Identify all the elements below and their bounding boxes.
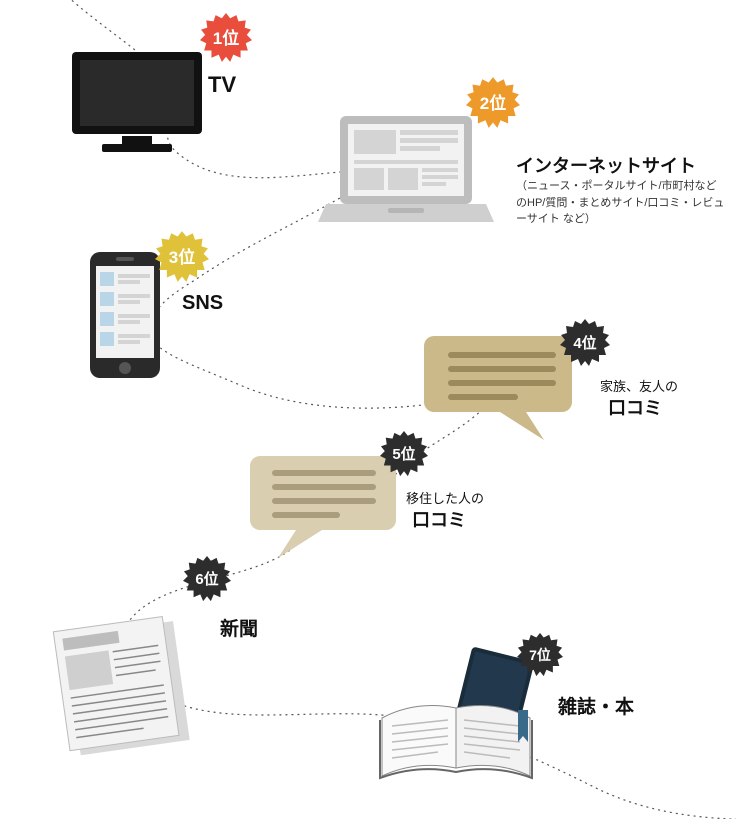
label-migrant: 口コミ	[412, 506, 466, 532]
rank-badge-text: 3位	[169, 249, 195, 266]
tv-icon	[68, 48, 206, 158]
label-family-pre: 家族、友人の	[600, 376, 678, 395]
label-migrant-pre: 移住した人の	[406, 488, 484, 507]
rank-badge-3: 3位	[155, 230, 209, 284]
rank-badge-text: 5位	[392, 447, 415, 462]
rank-badge-5: 5位	[380, 430, 428, 478]
label-tv: TV	[208, 72, 236, 98]
speech-bubble-icon	[248, 448, 402, 564]
rank-badge-text: 1位	[213, 30, 239, 47]
newspaper-icon	[48, 614, 208, 764]
rank-badge-2: 2位	[466, 76, 520, 130]
speech-bubble-icon	[422, 326, 582, 446]
rank-badge-7: 7位	[517, 632, 563, 678]
rank-badge-text: 2位	[480, 95, 506, 112]
rank-badge-6: 6位	[183, 555, 231, 603]
label-internet: インターネットサイト	[516, 152, 696, 178]
label-sns: SNS	[182, 292, 223, 315]
label-internet-sub: （ニュース・ポータルサイト/市町村などのHP/質問・まとめサイト/口コミ・レビュ…	[516, 178, 726, 228]
label-newspaper: 新聞	[220, 614, 258, 641]
phone-icon	[86, 250, 164, 380]
rank-badge-text: 6位	[195, 572, 218, 587]
rank-badge-text: 4位	[573, 336, 596, 351]
label-book: 雑誌・本	[558, 692, 634, 719]
rank-badge-1: 1位	[200, 12, 252, 64]
laptop-icon	[316, 112, 496, 232]
rank-badge-text: 7位	[529, 648, 551, 662]
label-family: 口コミ	[608, 394, 662, 420]
rank-badge-4: 4位	[560, 318, 610, 368]
